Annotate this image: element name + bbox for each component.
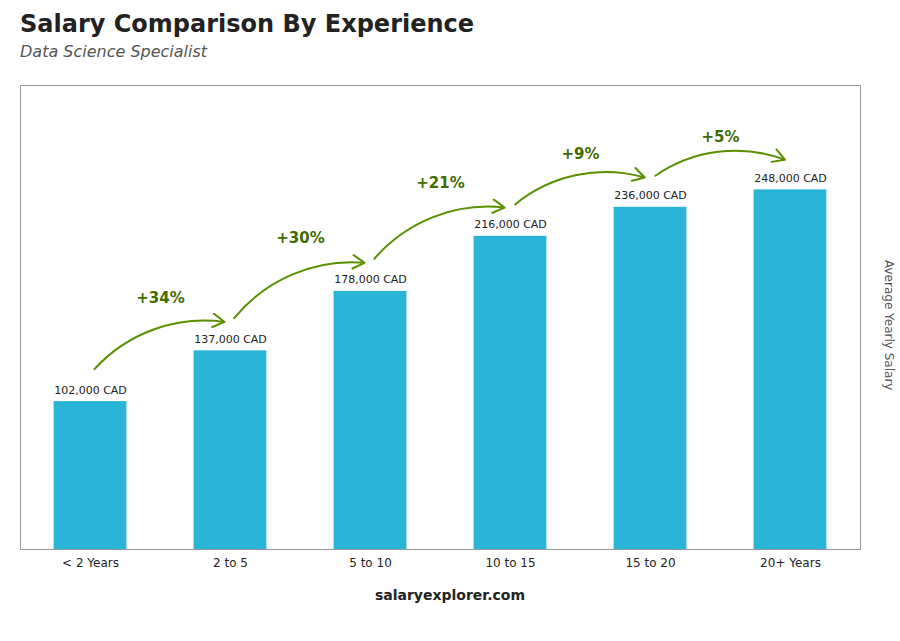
svg-text:< 2 Years: < 2 Years	[62, 556, 119, 570]
svg-text:+5%: +5%	[701, 128, 739, 146]
svg-text:15 to 20: 15 to 20	[625, 556, 675, 570]
svg-text:137,000 CAD: 137,000 CAD	[194, 333, 267, 346]
svg-text:+30%: +30%	[276, 229, 324, 247]
svg-text:+9%: +9%	[561, 145, 599, 163]
svg-text:+21%: +21%	[416, 174, 464, 192]
svg-text:10 to 15: 10 to 15	[485, 556, 535, 570]
svg-text:102,000 CAD: 102,000 CAD	[54, 384, 127, 397]
svg-text:248,000 CAD: 248,000 CAD	[754, 172, 827, 185]
svg-text:20+ Years: 20+ Years	[760, 556, 821, 570]
html-text:Average Yearly Salary: Average Yearly Salary	[882, 259, 896, 391]
svg-text:5 to 10: 5 to 10	[349, 556, 392, 570]
svg-text:236,000 CAD: 236,000 CAD	[614, 189, 687, 202]
svg-text:+34%: +34%	[136, 289, 184, 307]
html-text:Salary Comparison By Experienc: Salary Comparison By Experience	[20, 10, 475, 38]
html-text:Data Science Specialist: Data Science Specialist	[20, 42, 208, 61]
svg-text:178,000 CAD: 178,000 CAD	[334, 273, 407, 286]
svg-text:2 to 5: 2 to 5	[213, 556, 248, 570]
html-text:salaryexplorer.com: salaryexplorer.com	[374, 587, 526, 603]
svg-text:216,000 CAD: 216,000 CAD	[474, 218, 547, 231]
